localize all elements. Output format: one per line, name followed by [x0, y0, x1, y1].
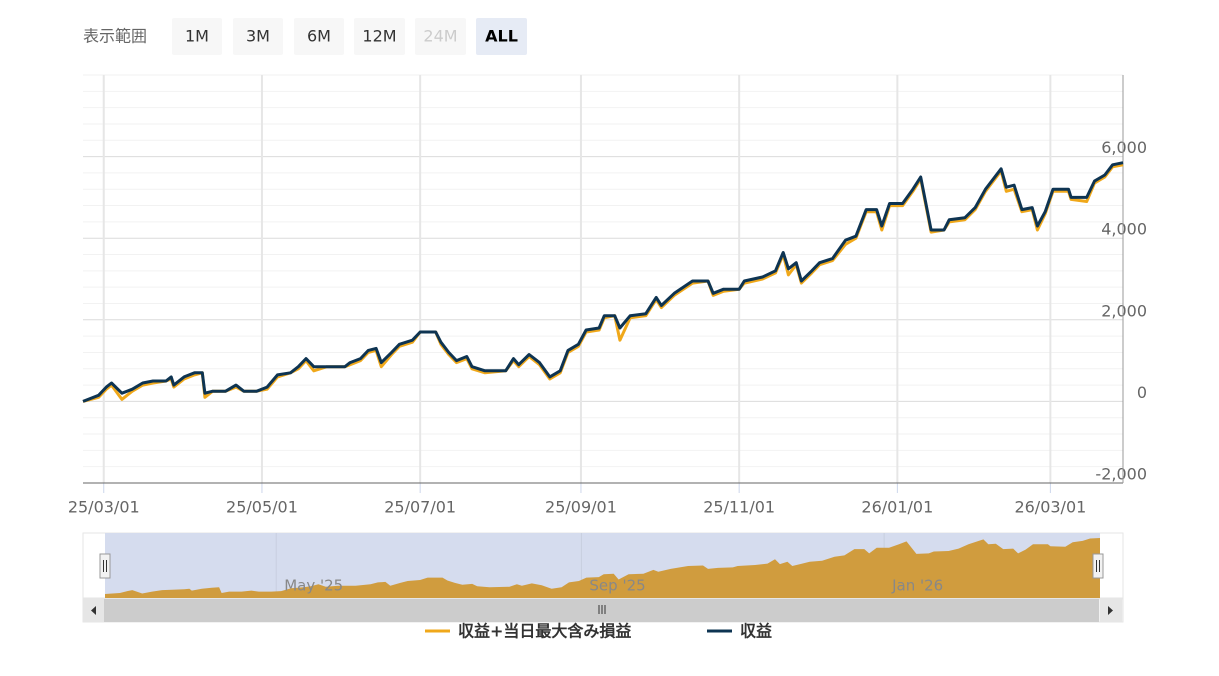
y-tick-label: -2,000 — [1095, 465, 1147, 484]
range-button-bg — [476, 18, 527, 55]
range-button-bg — [415, 18, 466, 55]
x-tick-label: 26/03/01 — [1014, 498, 1086, 517]
x-tick-label: 25/07/01 — [384, 498, 456, 517]
y-tick-label: 2,000 — [1101, 301, 1147, 320]
y-tick-label: 6,000 — [1101, 138, 1147, 157]
range-button-label: 3M — [246, 27, 270, 46]
y-tick-label: 4,000 — [1101, 220, 1147, 239]
range-button-bg — [354, 18, 405, 55]
range-button[interactable]: 3M — [233, 18, 283, 55]
scrollbar-left-arrow — [91, 606, 96, 615]
range-button[interactable]: ALL — [476, 18, 527, 55]
x-tick-label: 26/01/01 — [861, 498, 933, 517]
navigator-tick-label: Sep '25 — [589, 577, 645, 595]
legend-item[interactable]: 収益+当日最大含み損益 — [425, 622, 631, 641]
navigator-tick-label: May '25 — [284, 577, 343, 595]
x-tick-label: 25/03/01 — [68, 498, 140, 517]
navigator-handle[interactable] — [1092, 553, 1104, 579]
range-button-label: 12M — [362, 27, 396, 46]
range-button-label: 6M — [307, 27, 331, 46]
navigator-tick-label: Jan '26 — [891, 577, 943, 595]
plot-background — [83, 75, 1123, 483]
navigator-handle-box — [99, 553, 111, 579]
navigator-handle-box — [1092, 553, 1104, 579]
x-tick-label: 25/09/01 — [545, 498, 617, 517]
legend-label: 収益 — [740, 622, 772, 641]
range-button[interactable]: 12M — [354, 18, 405, 55]
legend-item[interactable]: 収益 — [707, 622, 772, 641]
range-button-label: ALL — [485, 27, 518, 46]
navigator-handle[interactable] — [99, 553, 111, 579]
range-button-bg — [294, 18, 344, 55]
navigator-area — [105, 538, 1100, 598]
range-selector-label: 表示範囲 — [83, 27, 147, 46]
x-tick-label: 25/05/01 — [226, 498, 298, 517]
y-tick-label: 0 — [1137, 383, 1147, 402]
range-button-bg — [233, 18, 283, 55]
range-button-label: 1M — [185, 27, 209, 46]
scrollbar-right-arrow — [1108, 606, 1113, 615]
range-button-bg — [172, 18, 222, 55]
legend-label: 収益+当日最大含み損益 — [458, 622, 631, 641]
x-tick-label: 25/11/01 — [703, 498, 775, 517]
range-button: 24M — [415, 18, 466, 55]
range-button[interactable]: 6M — [294, 18, 344, 55]
range-button-label: 24M — [423, 27, 457, 46]
range-button[interactable]: 1M — [172, 18, 222, 55]
series-line — [82, 161, 1124, 403]
